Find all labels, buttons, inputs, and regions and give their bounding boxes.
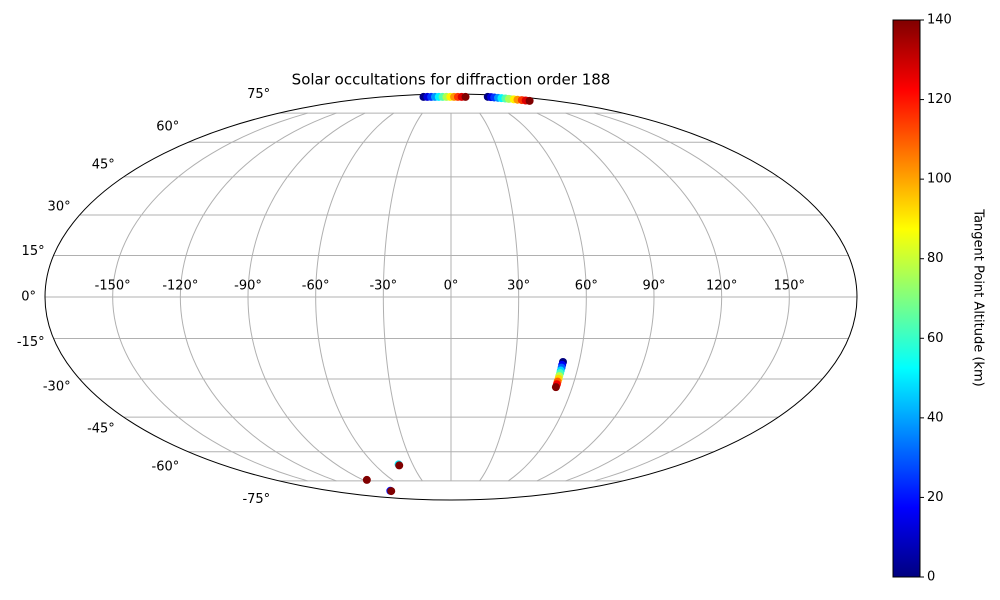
colorbar-tick-label: 140 [927, 13, 952, 28]
colorbar-tick-label: 0 [927, 570, 935, 585]
y-tick-label: -30° [43, 380, 71, 395]
colorbar-tick-label: 20 [927, 490, 944, 505]
scatter-point [395, 461, 404, 470]
x-tick-label: 150° [774, 279, 805, 294]
chart-title: Solar occultations for diffraction order… [292, 71, 611, 89]
grid-line [536, 112, 655, 482]
colorbar-tick-label: 60 [927, 331, 944, 346]
x-tick-label: 120° [706, 279, 737, 294]
scatter-point [387, 487, 396, 496]
x-tick-label: -150° [95, 279, 131, 294]
scatter-point [362, 475, 371, 484]
grid-line [179, 112, 337, 482]
colorbar-tick-label: 120 [927, 92, 952, 107]
scatter-point [525, 96, 534, 105]
y-tick-label: -60° [152, 460, 180, 475]
colorbar-tick-label: 40 [927, 410, 944, 425]
scatter-point [551, 383, 560, 392]
x-tick-label: -90° [234, 279, 262, 294]
x-tick-label: 0° [444, 279, 459, 294]
x-tick-label: -60° [302, 279, 330, 294]
colorbar-tick-label: 100 [927, 172, 952, 187]
x-tick-label: 90° [642, 279, 665, 294]
grid-line [315, 112, 395, 482]
x-tick-label: -30° [369, 279, 397, 294]
grid-line [382, 112, 423, 482]
y-tick-label: 0° [21, 290, 36, 305]
y-tick-label: 15° [22, 244, 45, 259]
x-tick-label: 30° [507, 279, 530, 294]
colorbar-label: Tangent Point Altitude (km) [971, 208, 986, 386]
x-tick-label: 60° [575, 279, 598, 294]
grid-line [112, 112, 308, 482]
y-tick-label: -15° [17, 335, 45, 350]
grid-line [507, 112, 587, 482]
grid-line [247, 112, 366, 482]
scatter-point [461, 92, 470, 101]
colorbar [892, 19, 921, 578]
colorbar-tick-label: 80 [927, 251, 944, 266]
grid-line [565, 112, 723, 482]
grid-line [479, 112, 520, 482]
y-tick-label: -75° [242, 492, 270, 507]
y-tick-label: 30° [48, 199, 71, 214]
y-tick-label: 45° [92, 157, 115, 172]
y-tick-label: -45° [87, 422, 115, 437]
y-tick-label: 75° [247, 87, 270, 102]
y-tick-label: 60° [156, 119, 179, 134]
grid-line [594, 112, 790, 482]
x-tick-label: -120° [162, 279, 198, 294]
